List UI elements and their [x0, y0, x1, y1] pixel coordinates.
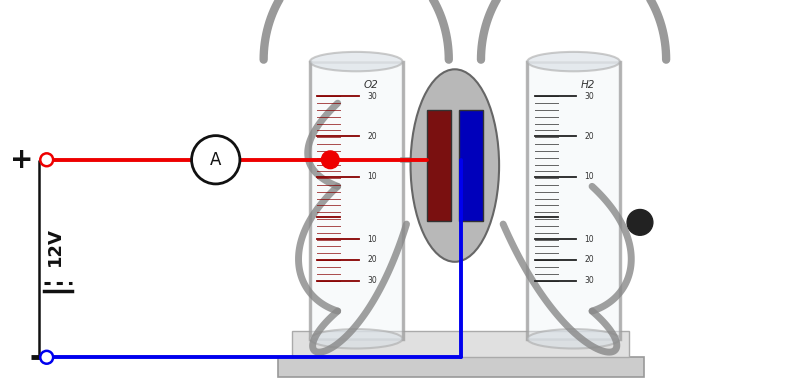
Ellipse shape: [310, 52, 402, 71]
Text: 20: 20: [367, 255, 377, 264]
Bar: [527, 62, 620, 339]
Circle shape: [40, 351, 53, 364]
Ellipse shape: [310, 329, 402, 348]
Bar: [427, 110, 451, 221]
Circle shape: [40, 153, 53, 166]
Text: 10: 10: [584, 234, 594, 243]
Text: +: +: [10, 146, 34, 174]
Text: 20: 20: [367, 132, 377, 141]
Text: 12V: 12V: [46, 227, 64, 266]
Text: 30: 30: [584, 92, 594, 101]
Circle shape: [192, 136, 240, 184]
Text: O2: O2: [364, 80, 378, 90]
Text: 30: 30: [367, 92, 377, 101]
Bar: [310, 62, 402, 339]
Text: 10: 10: [584, 172, 594, 181]
Ellipse shape: [527, 329, 620, 348]
Bar: [292, 331, 630, 357]
Circle shape: [321, 151, 339, 169]
Text: 10: 10: [367, 234, 377, 243]
Text: A: A: [210, 151, 221, 169]
Text: 10: 10: [367, 172, 377, 181]
Ellipse shape: [527, 52, 620, 71]
Text: H2: H2: [581, 80, 596, 90]
Ellipse shape: [411, 69, 499, 262]
Text: 30: 30: [584, 276, 594, 285]
Text: 20: 20: [584, 132, 594, 141]
Circle shape: [627, 209, 653, 235]
Text: 20: 20: [584, 255, 594, 264]
Bar: [459, 110, 483, 221]
Text: 30: 30: [367, 276, 377, 285]
Bar: [278, 357, 644, 377]
